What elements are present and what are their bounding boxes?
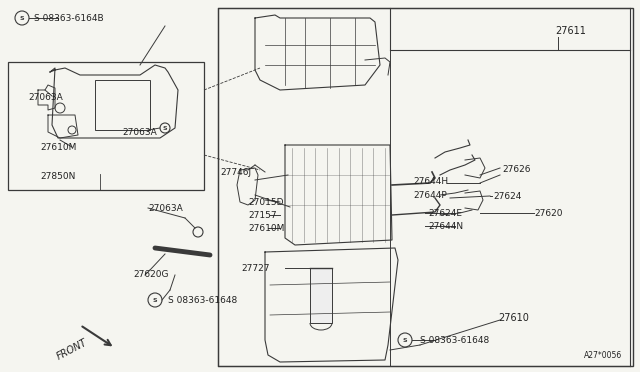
Text: S: S xyxy=(153,298,157,302)
Bar xyxy=(95,80,150,130)
Text: FRONT: FRONT xyxy=(55,338,89,362)
Text: 27063A: 27063A xyxy=(148,204,183,213)
Bar xyxy=(390,50,630,366)
Bar xyxy=(218,8,633,366)
Text: A27*0056: A27*0056 xyxy=(584,351,622,360)
Text: 27157: 27157 xyxy=(248,211,276,220)
Text: 27610M: 27610M xyxy=(40,143,76,152)
Text: 27063A: 27063A xyxy=(122,128,157,137)
Text: 27626: 27626 xyxy=(502,165,531,174)
Text: 27063A: 27063A xyxy=(28,93,63,102)
Text: 27850N: 27850N xyxy=(40,172,76,181)
Text: S: S xyxy=(403,337,407,343)
Text: 27610: 27610 xyxy=(498,313,529,323)
Text: 27611: 27611 xyxy=(555,26,586,36)
Bar xyxy=(8,62,204,190)
Text: 27624: 27624 xyxy=(493,192,522,201)
Text: S 08363-6164B: S 08363-6164B xyxy=(34,14,104,23)
Text: 27624E: 27624E xyxy=(428,209,462,218)
Text: 27746J: 27746J xyxy=(220,168,251,177)
Text: 27644N: 27644N xyxy=(428,222,463,231)
Text: S: S xyxy=(20,16,24,20)
Text: 27015D: 27015D xyxy=(248,198,284,207)
Bar xyxy=(310,268,332,323)
Text: S 08363-61648: S 08363-61648 xyxy=(168,296,237,305)
Text: 27620G: 27620G xyxy=(133,270,168,279)
Text: 27644P: 27644P xyxy=(413,191,447,200)
Text: 27620: 27620 xyxy=(534,209,563,218)
Text: 27727: 27727 xyxy=(241,264,269,273)
Text: 27610M: 27610M xyxy=(248,224,284,233)
Text: 27644H: 27644H xyxy=(413,177,448,186)
Text: S 08363-61648: S 08363-61648 xyxy=(420,336,489,345)
Text: S: S xyxy=(163,125,167,131)
